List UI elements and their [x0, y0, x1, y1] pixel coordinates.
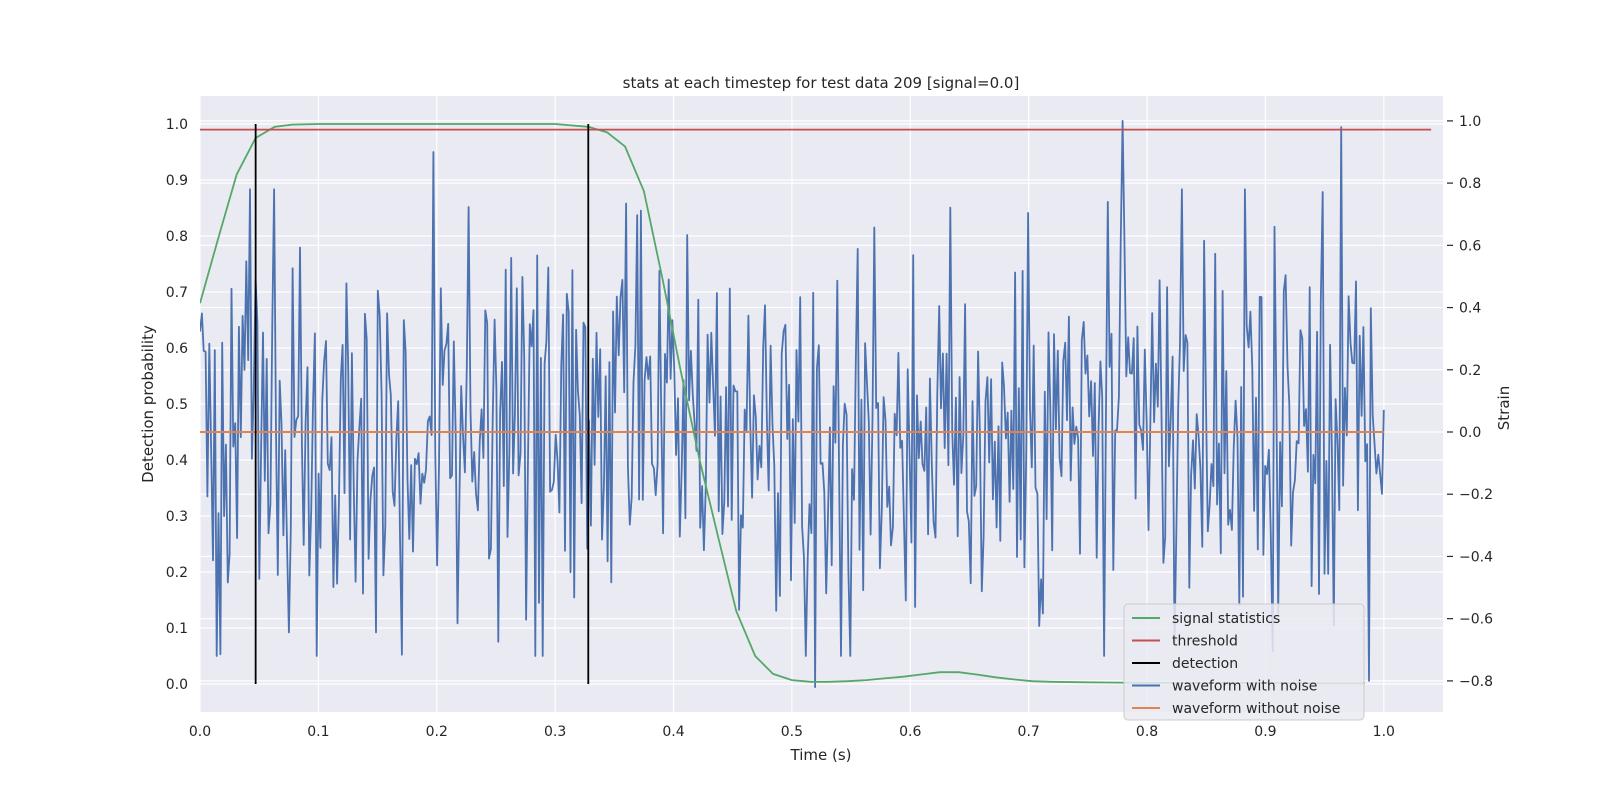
- x-tick-label: 0.9: [1254, 724, 1276, 740]
- series-waveform-with-noise: [200, 120, 1385, 688]
- legend-entry-label: signal statistics: [1172, 611, 1280, 627]
- chart-title: stats at each timestep for test data 209…: [623, 74, 1020, 92]
- y-tick-label: 1.0: [166, 117, 188, 133]
- legend-entry-label: detection: [1172, 656, 1238, 672]
- x-axis-label: Time (s): [790, 746, 852, 764]
- x-tick-label: 0.6: [899, 724, 921, 740]
- y-right-tick-label: 0.8: [1459, 176, 1481, 192]
- y-right-tick-label: −0.8: [1459, 674, 1493, 690]
- y-tick-label: 0.2: [166, 565, 188, 581]
- y-axis-right-label: Strain: [1495, 386, 1513, 430]
- y-tick-label: 0.5: [166, 397, 188, 413]
- legend-entry-label: waveform without noise: [1172, 701, 1340, 717]
- y-tick-label: 0.3: [166, 509, 188, 525]
- y-tick-label: 0.6: [166, 341, 188, 357]
- y-tick-label: 0.7: [166, 285, 188, 301]
- y-axis-label: Detection probability: [139, 325, 157, 483]
- x-tick-label: 0.8: [1136, 724, 1158, 740]
- y-tick-label: 0.1: [166, 621, 188, 637]
- y-right-tick-label: −0.2: [1459, 487, 1493, 503]
- y-right-tick-label: −0.4: [1459, 549, 1493, 565]
- x-tick-label: 0.1: [307, 724, 329, 740]
- legend-entry-label: waveform with noise: [1172, 679, 1317, 695]
- y-tick-label: 0.4: [166, 453, 188, 469]
- legend-entry-label: threshold: [1172, 634, 1238, 650]
- y-right-tick-label: 0.2: [1459, 363, 1481, 379]
- y-tick-label: 0.8: [166, 229, 188, 245]
- x-tick-label: 0.4: [662, 724, 684, 740]
- y-right-tick-label: 0.0: [1459, 425, 1481, 441]
- ticks: 0.0 0.1 0.2 0.3 0.4 0.5 0.6 0.7 0.8 0.9 1.0 0.0 0.1 0…: [166, 114, 1493, 740]
- x-tick-label: 0.0: [189, 724, 211, 740]
- y-right-tick-label: −0.6: [1459, 612, 1493, 628]
- x-tick-label: 0.2: [426, 724, 448, 740]
- series-signal-statistics: [200, 123, 1365, 685]
- y-tick-label: 0.0: [166, 677, 188, 693]
- legend-box: [1123, 603, 1365, 721]
- legend: signal statistics threshold detection wavef…: [1123, 603, 1365, 721]
- x-tick-label: 0.3: [544, 724, 566, 740]
- y-right-tick-label: 0.6: [1459, 238, 1481, 254]
- x-tick-label: 1.0: [1373, 724, 1395, 740]
- y-right-tick-label: 1.0: [1459, 114, 1481, 130]
- y-tick-label: 0.9: [166, 173, 188, 189]
- x-tick-label: 0.5: [781, 724, 803, 740]
- y-right-tick-label: 0.4: [1459, 301, 1481, 317]
- plot-series: [200, 120, 1432, 688]
- x-tick-label: 0.7: [1018, 724, 1040, 740]
